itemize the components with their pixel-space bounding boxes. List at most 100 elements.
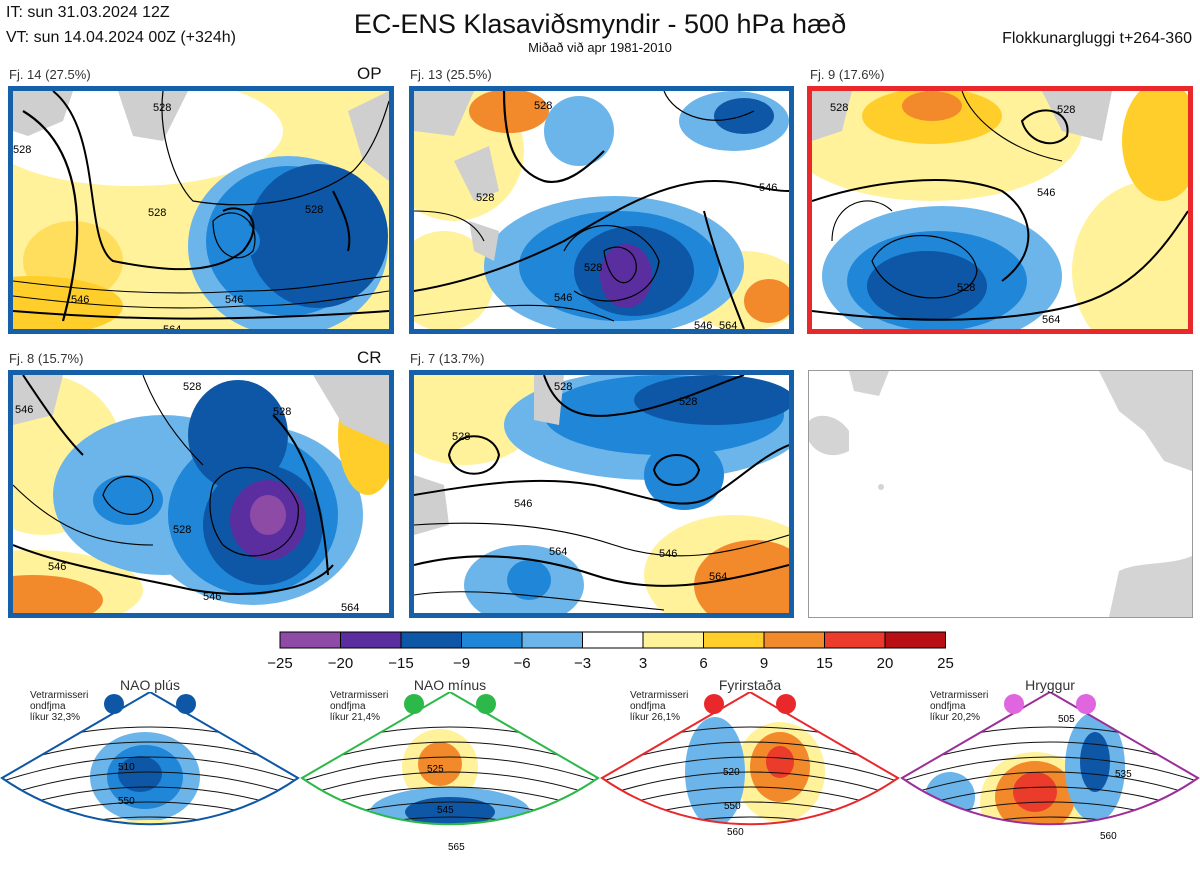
regime-probability: Vetrarmisseri ondfjma líkur 32,3% [30,690,89,723]
contour-label: 564 [341,602,359,613]
regime-contour [902,816,1198,825]
regime-marker [776,694,796,714]
anomaly-area [634,375,789,425]
colorbar-swatch [461,631,523,649]
operational-tag: OP [357,64,382,83]
regime-contour [602,756,898,783]
anomaly-area [744,279,789,323]
contour-label: 528 [830,102,848,114]
landmass [313,375,389,445]
regime-title: NAO mínus [413,677,487,693]
landmass [1099,371,1192,471]
regime-contour [600,847,900,871]
regime-anomaly [405,797,495,825]
regime-outline [900,692,1200,826]
regime-contour-label: 520 [723,767,740,778]
contour-label: 528 [584,262,602,274]
anomaly-area [544,96,614,166]
regime-contour [302,771,598,798]
contour-label: 528 [1057,104,1075,116]
anomaly-area [250,495,286,535]
regime-map: 510 550 [0,692,300,826]
anomaly-area [93,475,163,525]
regime-contour [902,771,1198,798]
anomaly-area [507,560,551,600]
contour-label: 528 [957,282,975,294]
colorbar-tick-label: 9 [759,655,769,672]
anomaly-area [902,91,962,121]
clustering-window: Flokkunargluggi t+264-360 [1002,30,1192,47]
colorbar-swatch [703,631,765,649]
anomaly-area [714,98,774,134]
landmass [878,484,884,490]
regime-anomaly [10,820,290,825]
valid-time: VT: sun 14.04.2024 00Z (+324h) [6,29,236,46]
contour-label: 528 [452,431,470,443]
colorbar [279,631,946,649]
contour-label: 528 [148,207,166,219]
regime-anomaly [1080,732,1110,792]
contour-label: 564 [1042,314,1060,326]
regime-title: NAO plús [120,677,180,693]
regime-marker [404,694,424,714]
contour-label: 546 [15,404,33,416]
climatology-subtitle: Miðað við apr 1981-2010 [528,40,672,55]
regime-contour-label: 550 [118,796,135,807]
regime-map: 505 535 560 [900,692,1200,842]
contour-label: 546 [1037,187,1055,199]
colorbar-swatch [340,631,402,649]
contour-label: 528 [13,144,31,156]
cluster-label: Fj. 13 (25.5%) [410,67,492,82]
regime-probability: Vetrarmisseri ondfjma líkur 20,2% [930,690,989,723]
landmass [812,91,852,141]
colorbar-tick-label: −15 [388,655,414,672]
contour-label: 546 [225,294,243,306]
regime-title: Hryggur [1025,677,1075,693]
colorbar-swatch [521,631,583,649]
landmass [849,371,889,396]
anomaly-area [1122,91,1188,201]
contour-label: 546 [554,292,572,304]
landmass [454,146,499,201]
regime-contour-label: 550 [724,801,741,812]
regime-contour-label: 510 [118,762,135,773]
regime-contour [2,756,298,783]
contour-label: 528 [305,204,323,216]
regime-contour-label: 505 [1058,714,1075,725]
anomaly-area [469,91,549,133]
contour-label: 564 [709,571,727,583]
contour-label: 546 [48,561,66,573]
regime-contour [302,756,598,783]
landmass [13,375,63,425]
regime-map: 520 550 560 [600,692,900,871]
regime-probability: Vetrarmisseri ondfjma líkur 21,4% [330,690,389,723]
colorbar-tick-label: −3 [573,655,592,672]
landmass [534,375,564,425]
anomaly-area [248,164,388,308]
contour-label: 546 [71,294,89,306]
anomaly-area [1072,181,1188,329]
regime-contour-label: 525 [427,764,444,775]
regime-marker [704,694,724,714]
colorbar-tick-label: 15 [816,655,833,672]
regime-contour-label: 565 [448,842,465,853]
colorbar-tick-label: −25 [267,655,293,672]
colorbar-tick-label: 6 [699,655,708,672]
colorbar-tick-label: 25 [937,655,954,672]
regime-contour [2,771,298,798]
cluster-label: Fj. 8 (15.7%) [9,351,84,366]
empty-map-panel [808,370,1193,618]
contour-label: 564 [549,546,567,558]
regime-contour [602,816,898,825]
colorbar-swatch [824,631,886,649]
anomaly-area [13,575,103,613]
contour-label: 528 [476,192,494,204]
landmass [118,91,188,141]
colorbar-swatches [279,631,946,649]
regime-anomaly [766,746,794,778]
anomaly-area [414,231,494,329]
regime-contour [902,756,1198,783]
page-title: EC-ENS Klasaviðsmyndir - 500 hPa hæð [353,9,847,39]
regime-contour-label: 535 [1115,769,1132,780]
landmass [1109,556,1192,617]
